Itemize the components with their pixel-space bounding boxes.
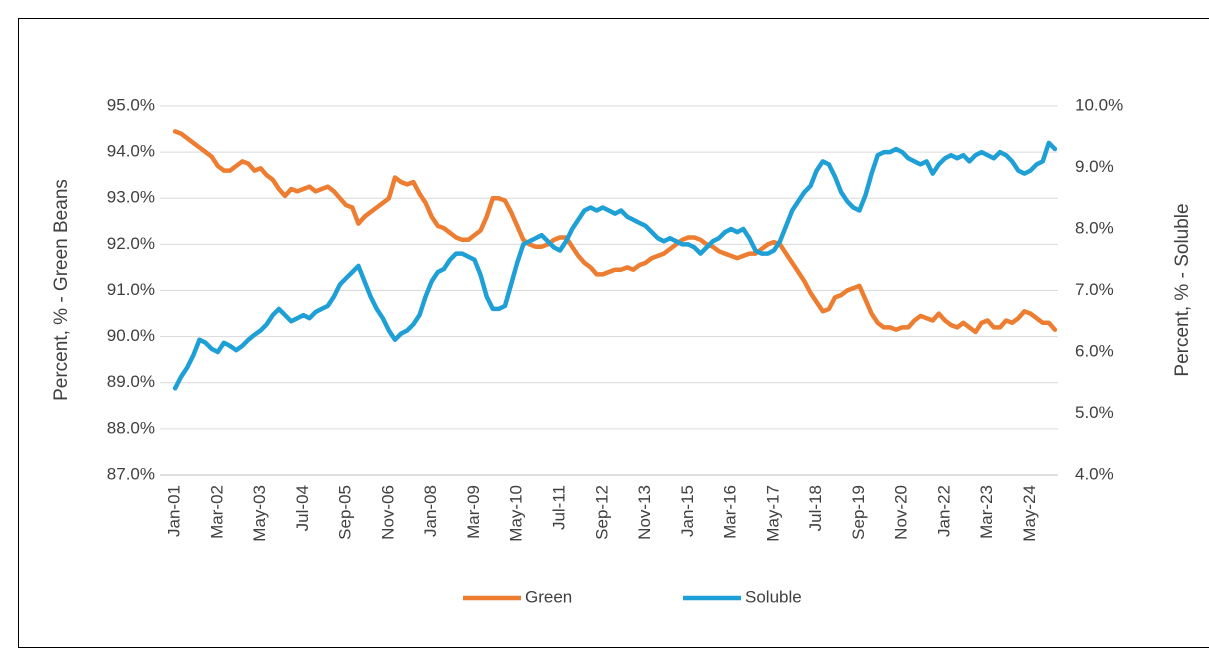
x-tick-label: Sep-12 — [592, 485, 611, 540]
x-tick-label: Mar-16 — [721, 485, 740, 539]
x-tick-label: Nov-13 — [635, 485, 654, 540]
y-tick-label: 94.0% — [107, 142, 155, 161]
y-tick-label: 93.0% — [107, 188, 155, 207]
x-tick-label: Jul-11 — [549, 485, 568, 530]
x-tick-label: Nov-20 — [892, 485, 911, 540]
y-tick-label: 87.0% — [107, 464, 155, 483]
y2-tick-label: 7.0% — [1075, 280, 1114, 299]
y2-tick-label: 9.0% — [1075, 157, 1114, 176]
chart: Percent, % - Green Beans Percent, % - So… — [51, 95, 1193, 606]
x-tick-label: May-03 — [250, 485, 269, 542]
x-tick-label: Mar-09 — [464, 485, 483, 539]
y-tick-label: 89.0% — [107, 372, 155, 391]
y-axis-label: Percent, % - Green Beans — [51, 179, 72, 401]
y-tick-label: 91.0% — [107, 280, 155, 299]
y-tick-label: 95.0% — [107, 95, 155, 114]
series-line — [172, 140, 1058, 391]
x-tick-label: Jan-15 — [678, 485, 697, 537]
y2-tick-label: 10.0% — [1075, 95, 1123, 114]
x-tick-label: Jul-18 — [806, 485, 825, 531]
y-tick-label: 90.0% — [107, 326, 155, 345]
x-tick-label: May-24 — [1020, 485, 1039, 542]
x-tick-label: Sep-19 — [849, 485, 868, 540]
x-tick-label: May-10 — [507, 485, 526, 542]
y2-axis-label: Percent, % - Soluble — [1172, 203, 1193, 376]
x-tick-label: Jan-01 — [165, 485, 184, 537]
y-tick-label: 88.0% — [107, 418, 155, 437]
y-tick-label: 92.0% — [107, 234, 155, 253]
y2-tick-label: 5.0% — [1075, 403, 1114, 422]
x-tick-label: Jan-08 — [421, 485, 440, 537]
x-tick-label: Mar-02 — [207, 485, 226, 539]
x-tick-label: Sep-05 — [336, 485, 355, 540]
legend-label: Green — [525, 587, 572, 606]
x-tick-label: Mar-23 — [977, 485, 996, 539]
y2-tick-label: 4.0% — [1075, 464, 1114, 483]
x-tick-label: Jul-04 — [293, 485, 312, 531]
y2-tick-label: 8.0% — [1075, 218, 1114, 237]
series-line — [172, 129, 1058, 335]
x-tick-label: Jan-22 — [934, 485, 953, 537]
legend-label: Soluble — [745, 587, 802, 606]
x-tick-label: Nov-06 — [378, 485, 397, 540]
x-tick-label: May-17 — [763, 485, 782, 542]
y2-tick-label: 6.0% — [1075, 341, 1114, 360]
